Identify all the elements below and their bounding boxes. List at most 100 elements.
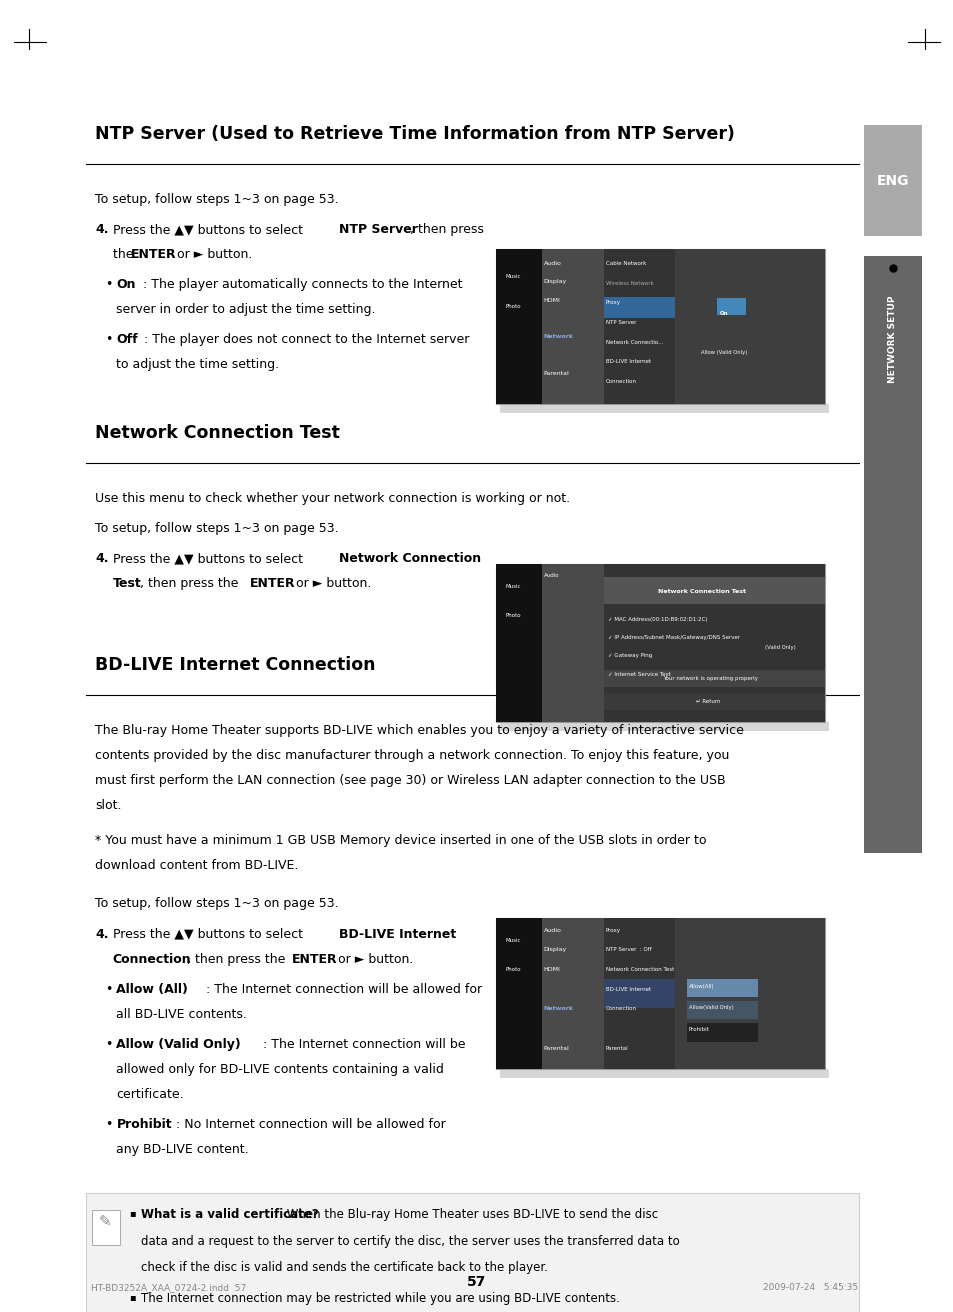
Bar (603, 564, 824, 722)
Text: all BD-LIVE contents.: all BD-LIVE contents. (116, 1008, 247, 1021)
Text: HDMI: HDMI (543, 967, 560, 972)
Text: Connection: Connection (112, 953, 191, 966)
Text: ▪: ▪ (129, 1292, 135, 1303)
Text: or ► button.: or ► button. (172, 248, 252, 261)
Bar (91, 1210, 120, 1245)
Text: Music: Music (505, 274, 520, 279)
Text: ENTER: ENTER (250, 577, 295, 590)
Text: Prohibit: Prohibit (688, 1027, 709, 1033)
Text: To setup, follow steps 1~3 on page 53.: To setup, follow steps 1~3 on page 53. (95, 193, 338, 206)
Text: download content from BD-LIVE.: download content from BD-LIVE. (95, 859, 298, 872)
Bar (86, 1193, 858, 1312)
Bar (675, 918, 824, 1069)
Bar (496, 918, 824, 1069)
Text: Test: Test (112, 577, 141, 590)
Text: NETWORK SETUP: NETWORK SETUP (887, 295, 897, 383)
Bar (496, 249, 541, 404)
Text: , then press: , then press (410, 223, 483, 236)
Bar (603, 693, 824, 710)
Text: (Valid Only): (Valid Only) (764, 646, 795, 651)
Bar (541, 918, 603, 1069)
Text: 4.: 4. (95, 928, 109, 941)
Text: Parental: Parental (605, 1046, 628, 1051)
Text: Press the ▲▼ buttons to select: Press the ▲▼ buttons to select (112, 928, 306, 941)
Text: 4.: 4. (95, 552, 109, 565)
Text: the: the (112, 248, 137, 261)
Text: : No Internet connection will be allowed for: : No Internet connection will be allowed… (172, 1118, 445, 1131)
Bar (603, 670, 824, 687)
Bar (603, 918, 675, 1069)
Text: NTP Server (Used to Retrieve Time Information from NTP Server): NTP Server (Used to Retrieve Time Inform… (95, 125, 735, 143)
Text: •: • (105, 983, 112, 996)
Text: BD-LIVE Internet Connection: BD-LIVE Internet Connection (95, 656, 375, 674)
Text: BD-LIVE Internet: BD-LIVE Internet (338, 928, 456, 941)
Text: ✓ MAC Address(00:1D:B9:02:D1:2C): ✓ MAC Address(00:1D:B9:02:D1:2C) (607, 617, 706, 622)
Text: Allow(Valid Only): Allow(Valid Only) (688, 1005, 733, 1010)
Bar (499, 1069, 828, 1078)
Bar (499, 404, 828, 413)
Text: ✓ Gateway Ping: ✓ Gateway Ping (607, 653, 651, 659)
Text: : The Internet connection will be: : The Internet connection will be (259, 1038, 465, 1051)
Text: Proxy: Proxy (605, 928, 620, 933)
Text: BD-LIVE Internet: BD-LIVE Internet (605, 359, 650, 365)
Text: Network Connection Test: Network Connection Test (95, 424, 340, 442)
Text: Parental: Parental (543, 1046, 569, 1051)
Text: Proxy: Proxy (605, 300, 620, 306)
Bar (863, 125, 921, 236)
Text: ✓ Internet Service Test: ✓ Internet Service Test (607, 672, 670, 677)
Text: , then press the: , then press the (140, 577, 242, 590)
Text: or ► button.: or ► button. (334, 953, 413, 966)
Text: What is a valid certificate?: What is a valid certificate? (141, 1208, 318, 1221)
Text: NTP Server: NTP Server (605, 320, 636, 325)
Bar (863, 256, 921, 853)
Text: On: On (116, 278, 135, 291)
Text: The Blu-ray Home Theater supports BD-LIVE which enables you to enjoy a variety o: The Blu-ray Home Theater supports BD-LIV… (95, 724, 743, 737)
Text: •: • (105, 1118, 112, 1131)
Text: , then press the: , then press the (187, 953, 289, 966)
Text: Press the ▲▼ buttons to select: Press the ▲▼ buttons to select (112, 223, 306, 236)
Text: Music: Music (505, 938, 520, 943)
Text: Connection: Connection (605, 379, 636, 384)
Text: data and a request to the server to certify the disc, the server uses the transf: data and a request to the server to cert… (141, 1235, 679, 1248)
Bar (541, 564, 603, 722)
Text: The Internet connection may be restricted while you are using BD-LIVE contents.: The Internet connection may be restricte… (141, 1292, 619, 1305)
Text: ENTER: ENTER (292, 953, 337, 966)
Bar (496, 564, 824, 722)
Text: Cable Network: Cable Network (605, 261, 645, 266)
Text: Wireless Network: Wireless Network (605, 281, 653, 286)
Text: Music: Music (505, 584, 520, 589)
Text: 2009-07-24   5:45:35: 2009-07-24 5:45:35 (762, 1283, 858, 1292)
Text: * You must have a minimum 1 GB USB Memory device inserted in one of the USB slot: * You must have a minimum 1 GB USB Memor… (95, 834, 706, 848)
Text: NTP Server  : Off: NTP Server : Off (605, 947, 651, 953)
Bar (603, 979, 675, 1008)
Bar (496, 564, 541, 722)
Text: 57: 57 (467, 1275, 486, 1290)
Text: BD-LIVE Internet: BD-LIVE Internet (605, 987, 650, 992)
Bar (686, 1023, 758, 1042)
Text: Audio: Audio (543, 928, 561, 933)
Text: On: On (719, 311, 727, 316)
Text: HDMI: HDMI (543, 298, 560, 303)
Text: 4.: 4. (95, 223, 109, 236)
Bar (603, 297, 675, 318)
Text: : The player automatically connects to the Internet: : The player automatically connects to t… (139, 278, 462, 291)
Text: slot.: slot. (95, 799, 122, 812)
Text: Network Connectio...: Network Connectio... (605, 340, 662, 345)
Text: Press the ▲▼ buttons to select: Press the ▲▼ buttons to select (112, 552, 306, 565)
Text: ✎: ✎ (98, 1214, 111, 1228)
Text: : The Internet connection will be allowed for: : The Internet connection will be allowe… (202, 983, 482, 996)
Text: Allow(All): Allow(All) (688, 984, 714, 989)
Text: NTP Server: NTP Server (338, 223, 417, 236)
Bar (496, 249, 824, 404)
Bar (603, 577, 824, 604)
Text: Your network is operating properly: Your network is operating properly (662, 676, 757, 681)
Text: Off: Off (116, 333, 138, 346)
Text: or ► button.: or ► button. (292, 577, 371, 590)
Text: Audio: Audio (543, 261, 561, 266)
Text: Network Connection: Network Connection (338, 552, 480, 565)
Text: Display: Display (543, 947, 566, 953)
Text: Connection: Connection (605, 1006, 636, 1012)
Bar (717, 298, 745, 315)
Text: Display: Display (543, 279, 566, 285)
Bar (675, 249, 824, 404)
